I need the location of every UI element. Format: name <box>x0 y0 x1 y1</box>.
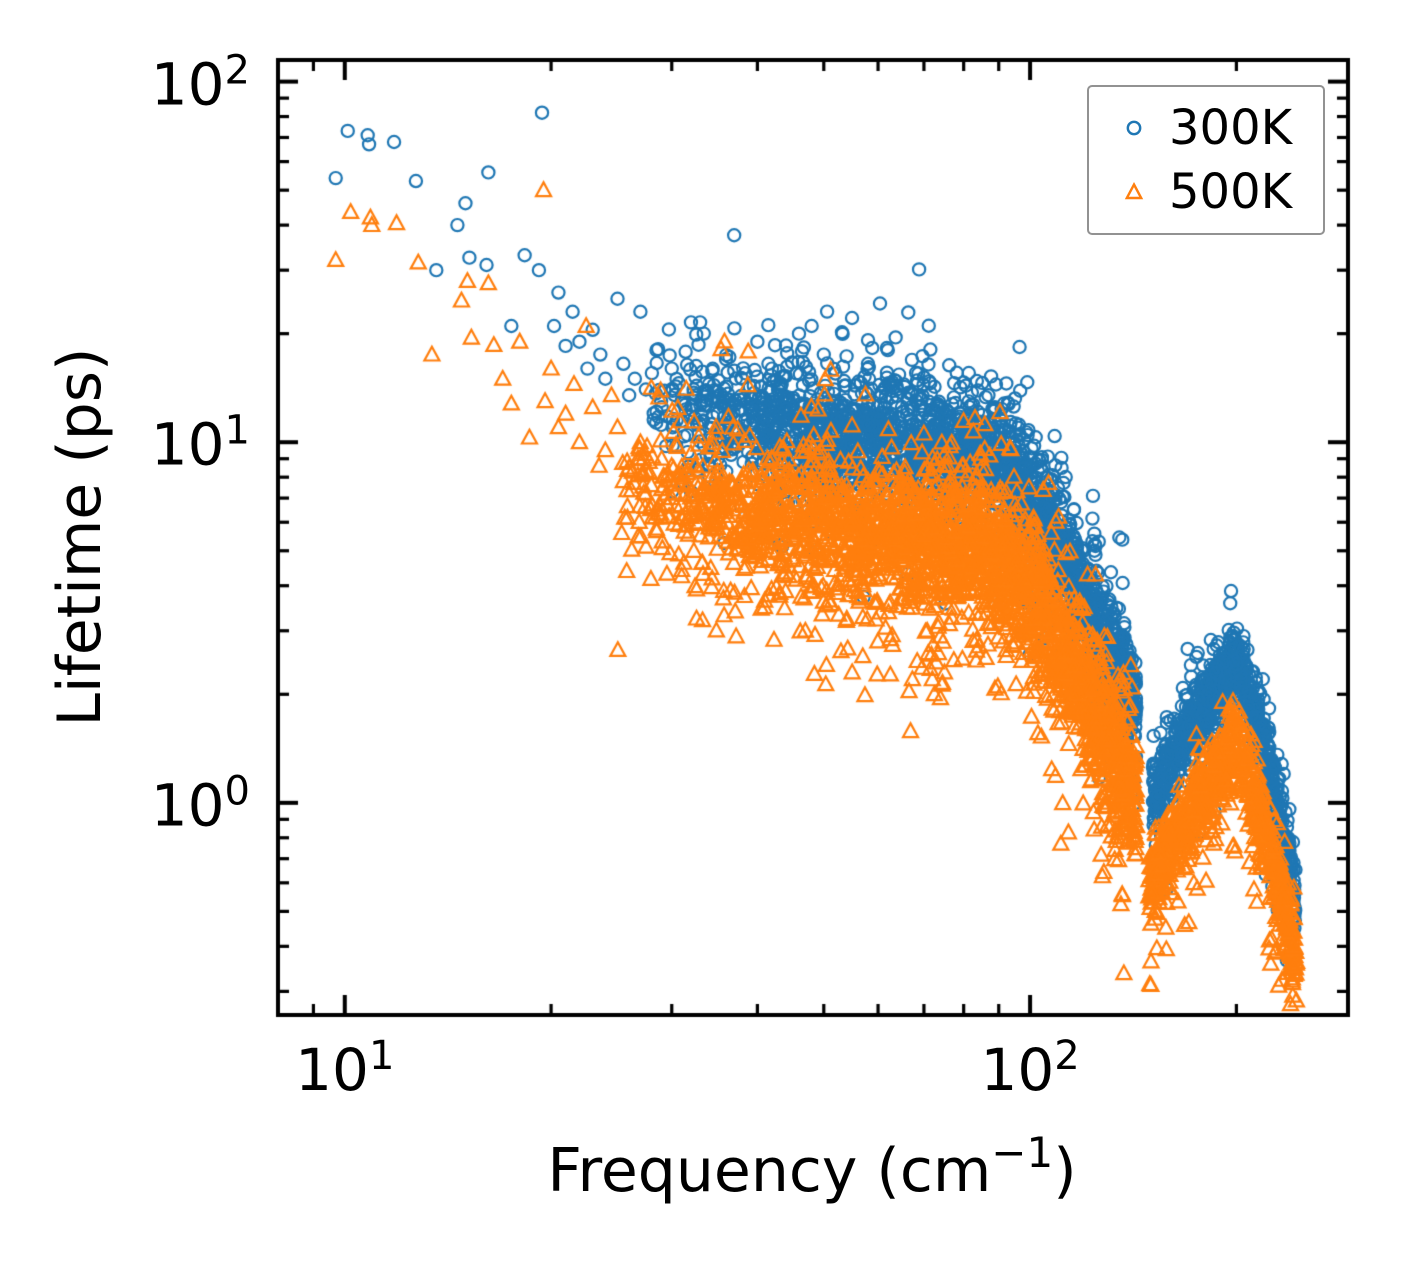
y-axis-label: Lifetime (ps) <box>45 347 115 727</box>
legend-label-300k: 300K <box>1169 100 1293 156</box>
legend-item-300k: 300K <box>1089 96 1323 160</box>
legend-label-500k: 500K <box>1169 164 1293 220</box>
x-tick-label-10e2: 102 <box>980 1033 1080 1104</box>
x-axis-label-superscript: −1 <box>991 1128 1054 1177</box>
x-axis-label-suffix: ) <box>1053 1136 1077 1206</box>
x-tick-label-10e1: 101 <box>295 1033 395 1104</box>
legend: 300K 500K <box>1087 85 1325 235</box>
legend-marker-triangle-icon <box>1124 181 1144 200</box>
y-tick-label-10e0: 100 <box>150 768 250 840</box>
x-axis-label-text: Frequency (cm <box>547 1136 992 1206</box>
y-tick-label-10e1: 101 <box>150 407 250 479</box>
y-tick-label-10e2: 102 <box>150 47 250 119</box>
legend-item-500k: 500K <box>1089 160 1323 224</box>
legend-marker-circle-icon <box>1126 120 1142 136</box>
x-axis-label: Frequency (cm−1) <box>547 1128 1076 1206</box>
